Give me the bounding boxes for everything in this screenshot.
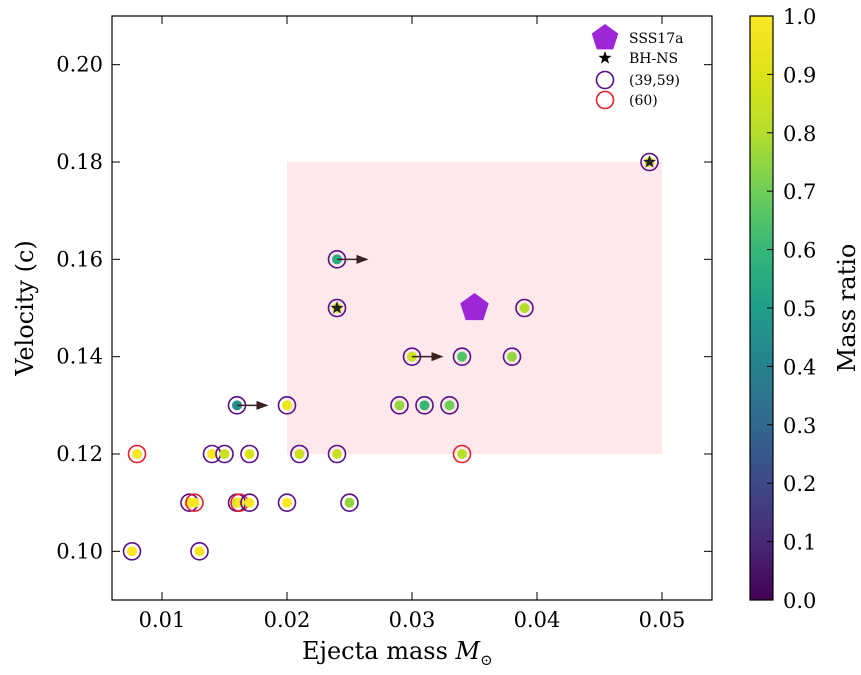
point-ring [215,444,234,464]
data-point [344,497,355,508]
colorbar-tick-label: 0.8 [783,122,816,146]
point-ring [440,396,459,415]
y-tick-label: 0.18 [56,150,103,174]
data-point [394,400,405,411]
y-tick-label: 0.16 [56,247,103,271]
legend-label: (39,59) [629,73,680,89]
data-point [234,497,245,508]
data-point [294,449,305,459]
point-ring [290,444,309,464]
y-tick-label: 0.20 [56,53,103,77]
data-point [282,497,292,508]
point-ring [185,493,204,512]
colorbar-tick-label: 0.2 [783,472,816,496]
colorbar-tick-label: 1.0 [783,5,816,29]
data-point [282,400,292,411]
point-ring [452,444,472,464]
y-tick-label: 0.10 [56,539,103,563]
legend: SSS17a BH-NS (39,59) (60) [591,24,683,110]
point-ring [327,444,347,464]
bh-ns-star [642,155,657,168]
axes-layer: 0.01 0.02 0.03 0.04 0.05 0.10 0.12 0.14 0.16 0.18… [11,15,713,669]
y-tick-label: 0.12 [56,442,103,466]
point-ring [277,396,297,415]
point-ring [515,298,534,318]
data-point [519,303,530,313]
data-point [457,351,467,362]
x-tick-label: 0.04 [514,608,561,632]
point-ring [327,298,347,318]
colorbar-title: Mass ratio [833,244,861,373]
x-tick-label: 0.01 [139,608,186,632]
point-ring [390,396,409,415]
data-point [194,546,205,557]
data-point [189,497,200,508]
point-ring [122,542,142,561]
points-layer [122,152,659,561]
x-axis-title: Ejecta mass M⊙ [302,637,493,669]
colorbar-tick-label: 0.4 [783,355,816,379]
colorbar-tick-label: 0.3 [783,414,816,438]
data-point [219,449,230,459]
data-point [244,497,255,508]
legend-label: (60) [629,93,658,109]
y-tick-label: 0.14 [56,345,103,369]
data-point [419,400,430,411]
legend-ring-marker [595,70,615,90]
bh-ns-star [330,301,344,314]
legend-sss17a-marker [591,24,619,50]
colorbar-tick-label: 0.0 [783,589,816,613]
colorbar-tick-label: 0.7 [783,180,816,204]
colorbar: 0.0 0.1 0.2 0.3 0.4 0.5 0.6 0.7 0.8 0.9 1.0 Mass ra… [749,5,861,613]
legend-label: BH-NS [629,51,678,67]
x-tick-label: 0.05 [639,608,686,632]
point-ring [240,493,259,512]
legend-ring-marker [595,90,615,110]
point-ring [502,347,522,366]
y-axis-title: Velocity (c) [11,240,39,377]
colorbar-tick-label: 0.1 [783,531,816,555]
point-ring [277,493,297,512]
point-ring [452,347,472,366]
x-tick-label: 0.02 [264,608,311,632]
data-point [207,449,217,459]
data-point [507,351,517,362]
point-ring [640,152,659,172]
data-point [444,400,455,411]
point-ring [190,542,209,561]
data-point [457,449,467,459]
legend-label: SSS17a [629,31,683,47]
data-point [132,449,142,459]
colorbar-tick-label: 0.5 [783,297,816,321]
data-point [127,546,137,557]
point-ring [127,444,147,464]
x-tick-label: 0.03 [389,608,436,632]
data-point [244,449,255,459]
point-ring [415,396,434,415]
data-point [332,449,342,459]
legend-star-marker [598,51,612,64]
point-ring [240,444,259,464]
sss17a-marker [460,293,489,321]
colorbar-tick-label: 0.6 [783,239,816,263]
point-ring [340,493,359,512]
colorbar-tick-label: 0.9 [783,63,816,87]
